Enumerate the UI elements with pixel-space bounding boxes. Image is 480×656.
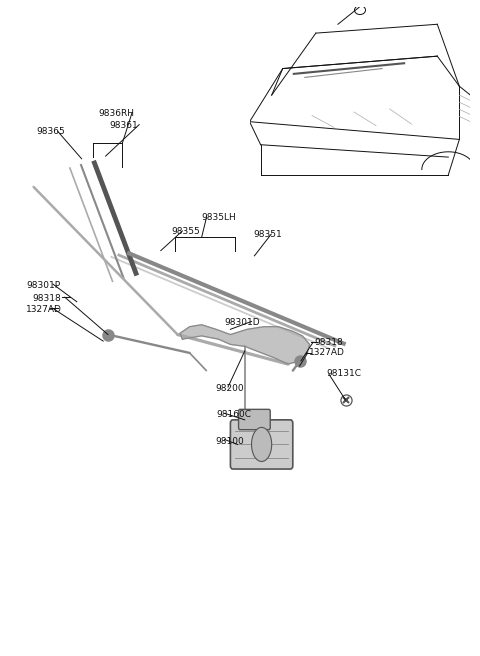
Text: 98365: 98365 (36, 127, 65, 136)
Text: 98351: 98351 (253, 230, 282, 239)
Text: 98361: 98361 (109, 121, 138, 131)
Text: 1327AD: 1327AD (309, 348, 345, 358)
Text: 98301P: 98301P (26, 281, 60, 290)
Text: 98131C: 98131C (326, 369, 361, 379)
FancyBboxPatch shape (239, 409, 270, 430)
Text: 98318: 98318 (314, 338, 343, 347)
Polygon shape (180, 325, 310, 364)
Text: 98355: 98355 (171, 227, 200, 236)
Text: 9835LH: 9835LH (202, 213, 236, 222)
Text: 98318: 98318 (33, 294, 61, 303)
Text: 1327AD: 1327AD (26, 305, 62, 314)
Text: 98200: 98200 (215, 384, 244, 393)
Text: 98160C: 98160C (216, 410, 251, 419)
Text: 9836RH: 9836RH (98, 109, 134, 118)
Text: 98301D: 98301D (225, 318, 260, 327)
FancyBboxPatch shape (230, 420, 293, 469)
Ellipse shape (252, 428, 272, 462)
Text: 98100: 98100 (215, 437, 244, 446)
